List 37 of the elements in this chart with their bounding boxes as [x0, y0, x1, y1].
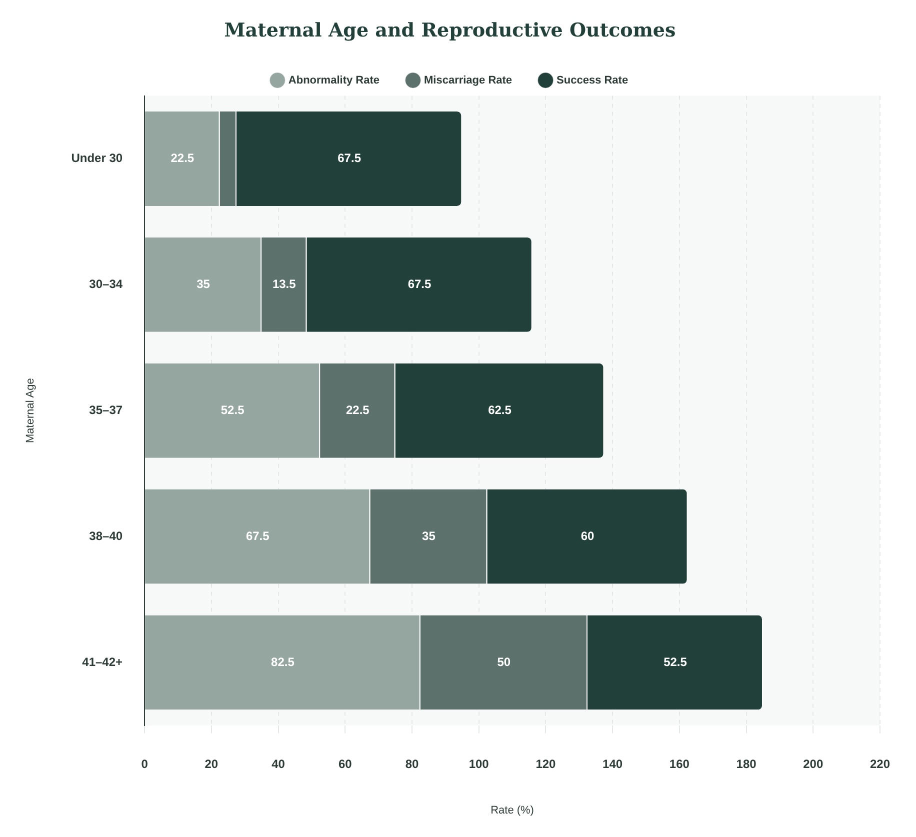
chart-title: Maternal Age and Reproductive Outcomes — [224, 19, 676, 42]
x-tick-label: 220 — [870, 756, 890, 771]
x-tick-label: 20 — [204, 756, 218, 771]
x-tick-label: 100 — [468, 756, 490, 771]
data-label: 82.5 — [271, 654, 295, 669]
x-tick-label: 180 — [736, 756, 757, 771]
y-axis-title: Maternal Age — [24, 378, 37, 444]
data-label: 50 — [497, 654, 511, 669]
data-label: 22.5 — [346, 402, 370, 417]
data-label: 35 — [196, 276, 210, 291]
data-label: 35 — [422, 528, 436, 543]
x-tick-label: 0 — [141, 756, 148, 771]
legend-label: Miscarriage Rate — [424, 74, 512, 86]
y-tick-label: 35–37 — [89, 402, 123, 417]
x-tick-label: 120 — [536, 756, 556, 771]
x-tick-label: 60 — [338, 756, 352, 771]
x-tick-label: 160 — [669, 756, 690, 771]
data-label: 67.5 — [338, 151, 362, 166]
x-tick-label: 80 — [405, 756, 419, 771]
data-label: 67.5 — [246, 528, 270, 543]
legend-label: Abnormality Rate — [288, 74, 380, 86]
x-tick-label: 140 — [602, 756, 623, 771]
x-axis-title: Rate (%) — [490, 804, 534, 816]
data-label: 60 — [580, 528, 594, 543]
x-tick-label: 200 — [803, 756, 824, 771]
data-label: 13.5 — [272, 276, 296, 291]
x-tick-label: 40 — [272, 756, 286, 771]
y-tick-label: 30–34 — [89, 276, 123, 291]
data-label: 62.5 — [488, 402, 512, 417]
data-label: 22.5 — [170, 151, 194, 166]
data-label: 67.5 — [408, 276, 432, 291]
y-tick-label: Under 30 — [71, 151, 123, 166]
y-tick-label: 41–42+ — [82, 654, 123, 669]
y-tick-label: 38–40 — [89, 528, 123, 543]
legend-label: Success Rate — [556, 74, 628, 86]
data-label: 52.5 — [664, 654, 688, 669]
data-label: 52.5 — [220, 402, 245, 417]
